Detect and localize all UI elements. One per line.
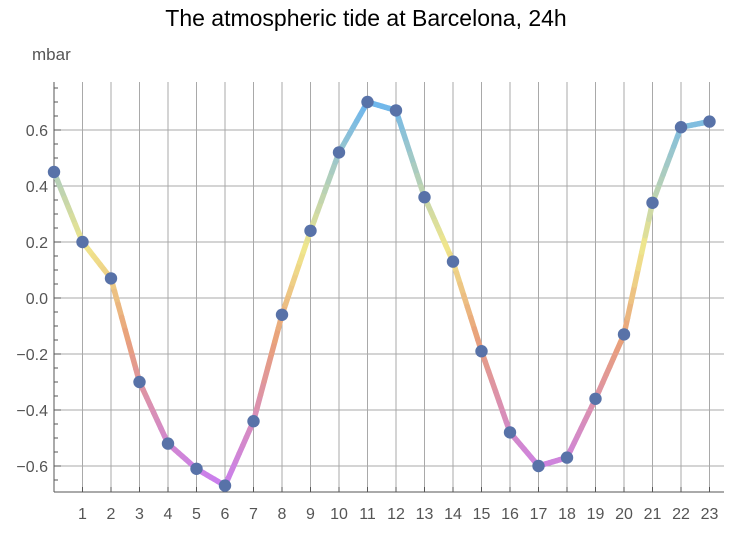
y-tick-label: 0.0: [26, 291, 48, 308]
grid-layer: [54, 82, 724, 492]
series-line-segment: [631, 265, 641, 288]
x-tick-label: 17: [530, 506, 548, 523]
y-tick-label: 0.4: [26, 179, 48, 196]
series-line-segment: [639, 232, 649, 255]
x-tick-label: 21: [644, 506, 662, 523]
x-tick-label: 12: [387, 506, 405, 523]
data-point: [76, 235, 89, 249]
series-line: [51, 99, 713, 489]
y-axis-unit-label: mbar: [32, 45, 71, 64]
chart-title: The atmospheric tide at Barcelona, 24h: [165, 5, 566, 31]
data-point: [475, 345, 488, 358]
data-point: [47, 165, 61, 179]
data-point: [275, 308, 289, 321]
data-point: [446, 255, 460, 268]
data-point: [418, 191, 431, 204]
x-tick-label: 3: [135, 506, 144, 523]
data-point: [190, 462, 203, 475]
series-points: [47, 95, 716, 492]
y-tick-label: −0.2: [16, 347, 48, 364]
data-point: [532, 459, 545, 473]
x-tick-label: 8: [278, 506, 287, 523]
x-tick-label: 20: [615, 506, 633, 523]
series-line-segment: [624, 298, 634, 321]
x-tick-label: 5: [192, 506, 201, 523]
x-tick-label: 19: [587, 506, 605, 523]
x-tick-label: 1: [78, 506, 87, 523]
series-line-segment: [635, 249, 645, 272]
data-point: [332, 146, 346, 159]
data-point: [218, 479, 232, 492]
x-tick-label: 10: [330, 506, 348, 523]
x-tick-label: 22: [672, 506, 690, 523]
data-point: [361, 95, 374, 109]
data-point: [646, 196, 659, 209]
data-point: [133, 375, 146, 389]
data-point: [560, 451, 574, 464]
data-point: [674, 121, 688, 134]
data-point: [389, 104, 403, 117]
y-tick-label: −0.6: [16, 459, 48, 476]
x-tick-label: 23: [701, 506, 719, 523]
y-tick-label: −0.4: [16, 403, 48, 420]
data-point: [617, 328, 631, 341]
x-tick-label: 9: [306, 506, 315, 523]
data-point: [589, 392, 602, 405]
data-point: [703, 115, 716, 128]
x-tick-label: 6: [221, 506, 230, 523]
x-tick-label: 7: [249, 506, 258, 523]
series-line-segment: [628, 282, 638, 305]
x-tick-label: 16: [501, 506, 519, 523]
x-tick-label: 11: [359, 506, 376, 523]
x-tick-label: 18: [558, 506, 576, 523]
x-tick-label: 14: [444, 506, 462, 523]
x-tick-label: 15: [473, 506, 491, 523]
y-tick-label: 0.6: [26, 123, 48, 140]
x-tick-label: 4: [164, 506, 173, 523]
y-tick-label: 0.2: [26, 235, 48, 252]
x-tick-label: 2: [107, 506, 116, 523]
series-line-segment: [642, 216, 652, 239]
tick-labels: −0.6−0.4−0.20.00.20.40.61 2 3 4 5 6 7 8 9 10 11 12 1…: [16, 123, 718, 523]
axis-layer: [53, 82, 724, 493]
data-point: [304, 224, 317, 237]
x-tick-label: 13: [416, 506, 434, 523]
data-point: [161, 437, 175, 450]
data-point: [247, 415, 260, 428]
data-point: [104, 272, 118, 285]
data-point: [503, 426, 517, 439]
